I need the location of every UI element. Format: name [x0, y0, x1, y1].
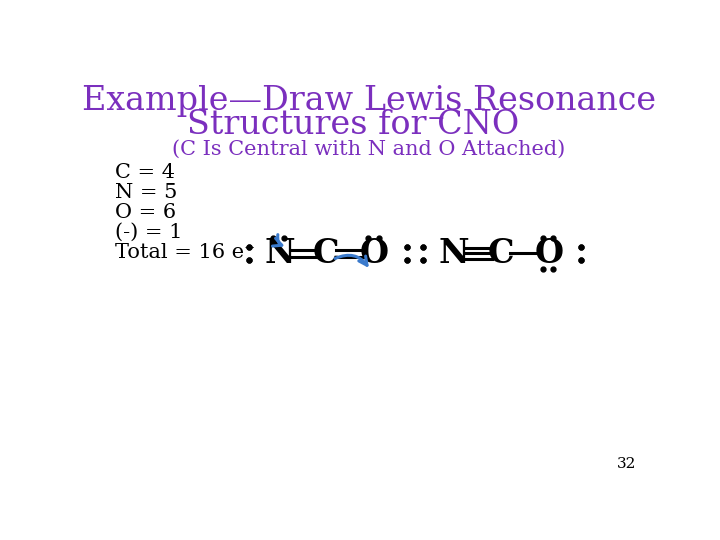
Text: N: N [439, 237, 469, 270]
Text: C: C [313, 237, 340, 270]
Text: Structures for CNO: Structures for CNO [187, 109, 520, 141]
Text: 32: 32 [617, 457, 636, 471]
Text: (C Is Central with N and O Attached): (C Is Central with N and O Attached) [172, 140, 566, 159]
Text: Example—Draw Lewis Resonance: Example—Draw Lewis Resonance [82, 85, 656, 117]
Text: N = 5: N = 5 [114, 183, 177, 202]
Text: (-) = 1: (-) = 1 [114, 223, 182, 242]
Text: O: O [360, 237, 389, 270]
Text: −: − [427, 107, 446, 130]
Text: Total = 16 e⁻: Total = 16 e⁻ [114, 243, 255, 262]
Text: O = 6: O = 6 [114, 203, 176, 222]
Text: C: C [487, 237, 514, 270]
Text: O: O [534, 237, 563, 270]
Text: C = 4: C = 4 [114, 163, 175, 182]
Text: N: N [264, 237, 295, 270]
